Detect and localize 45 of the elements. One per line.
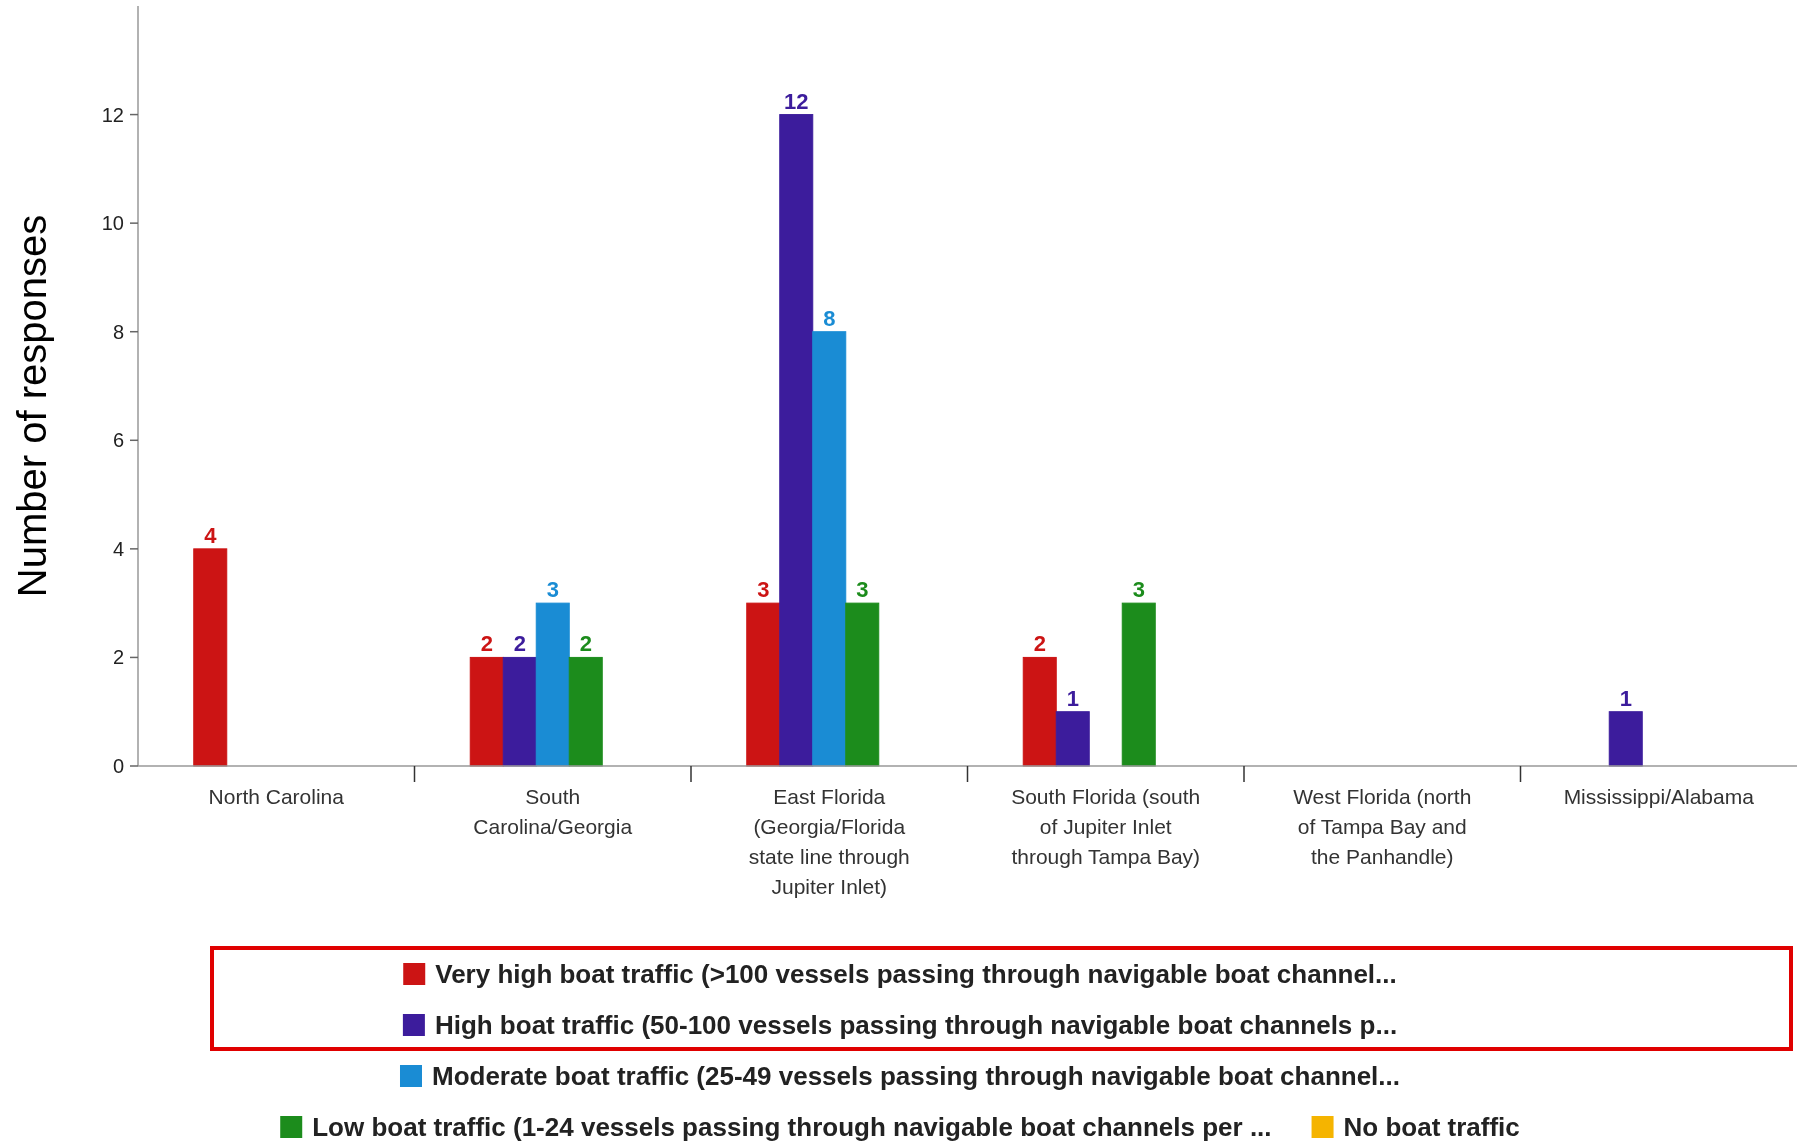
bar xyxy=(1055,711,1090,767)
data-label: 3 xyxy=(856,577,869,603)
y-tick-label: 4 xyxy=(112,537,124,560)
bar xyxy=(502,656,537,767)
y-tick-label: 10 xyxy=(101,212,124,235)
bar xyxy=(1608,711,1643,767)
data-label: 12 xyxy=(784,88,809,114)
data-label: 2 xyxy=(480,631,493,657)
data-label: 1 xyxy=(1619,685,1632,711)
legend-label: Very high boat traffic (>100 vessels passing through navigable boat channel... xyxy=(435,959,1397,990)
data-label: 3 xyxy=(757,577,770,603)
bar xyxy=(193,548,228,767)
data-label: 2 xyxy=(579,631,592,657)
bar xyxy=(845,602,880,767)
y-axis-title: Number of responses xyxy=(10,214,54,598)
bar xyxy=(812,331,847,767)
x-tick-label: Mississippi/Alabama xyxy=(1563,785,1755,808)
x-tick-label: East Florida (Georgia/Florida state line through Jupiter Inlet) xyxy=(748,785,910,898)
bar xyxy=(1022,656,1057,767)
bar xyxy=(779,114,814,767)
legend-label: Moderate boat traffic (25-49 vessels passing through navigable boat channel... xyxy=(431,1061,1401,1092)
y-tick-label: 8 xyxy=(112,320,124,343)
legend-label: Low boat traffic (1-24 vessels passing through navigable boat channels per ... xyxy=(312,1112,1272,1143)
bar xyxy=(535,602,570,767)
legend-label: No boat traffic xyxy=(1343,1112,1520,1143)
data-label: 2 xyxy=(1033,631,1046,657)
y-tick-label: 0 xyxy=(112,755,124,777)
bar xyxy=(1121,602,1156,767)
y-tick-label: 2 xyxy=(112,646,124,669)
data-label: 4 xyxy=(204,522,218,548)
y-tick-label: 6 xyxy=(112,429,124,452)
x-tick-label: West Florida (north of Tampa Bay and the Panhandle) xyxy=(1293,785,1472,868)
bar xyxy=(746,602,781,767)
bar xyxy=(568,656,603,767)
data-label: 8 xyxy=(823,305,836,331)
x-tick-label: North Carolina xyxy=(208,785,345,808)
data-label: 3 xyxy=(1132,577,1145,603)
bar xyxy=(469,656,504,767)
y-tick-label: 12 xyxy=(101,103,124,126)
data-label: 2 xyxy=(513,631,526,657)
data-label: 1 xyxy=(1066,685,1079,711)
x-tick-label: South Florida (south of Jupiter Inlet through Tampa Bay) xyxy=(1011,785,1201,868)
x-tick-label: South Carolina/Georgia xyxy=(473,785,633,838)
legend-label: High boat traffic (50-100 vessels passing through navigable boat channels p... xyxy=(434,1010,1398,1041)
data-label: 3 xyxy=(546,577,559,603)
